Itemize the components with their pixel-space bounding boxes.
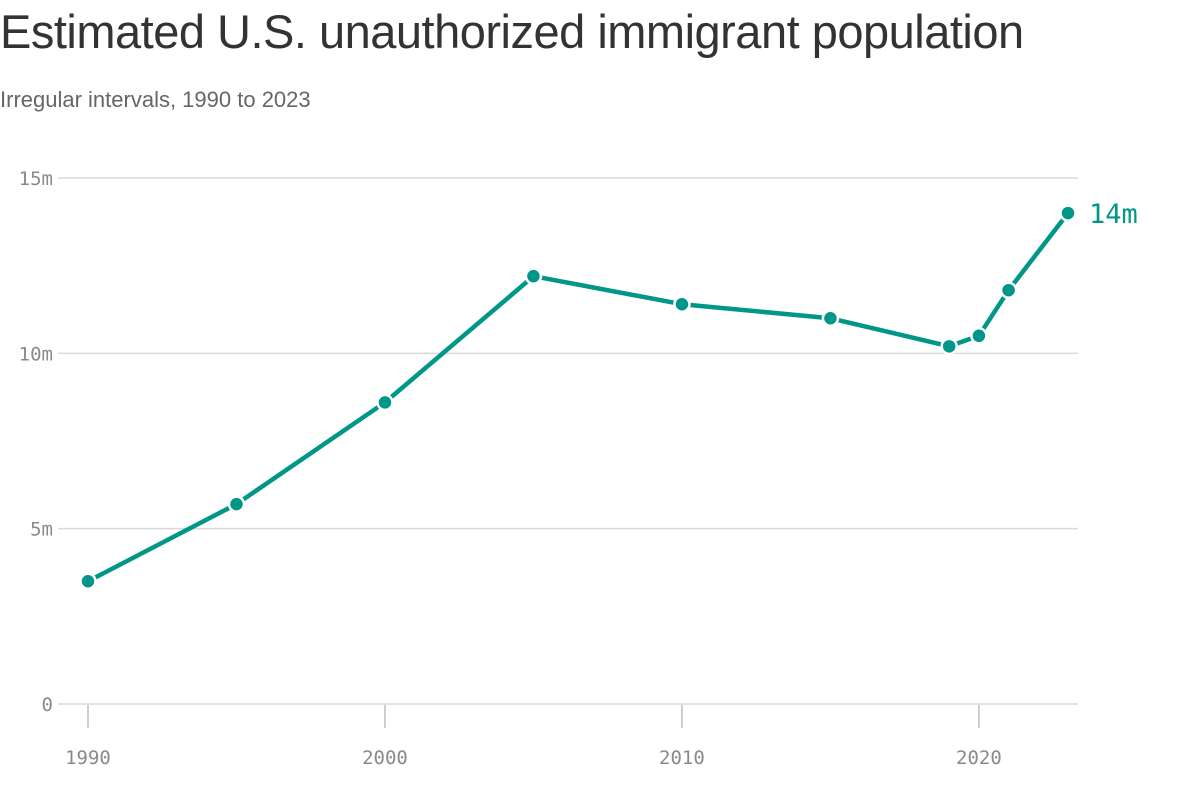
data-point [970, 327, 988, 345]
y-tick-label: 15m [19, 168, 53, 190]
chart-subtitle: Irregular intervals, 1990 to 2023 [0, 87, 311, 112]
axes: 0 5m 10m 15m 1990 2000 2010 2020 [19, 168, 1002, 769]
end-value-label: 14m [1089, 199, 1138, 230]
y-tick-label: 5m [30, 519, 53, 541]
chart-title: Estimated U.S. unauthorized immigrant po… [0, 5, 1024, 58]
data-point [1059, 204, 1077, 222]
data-point [524, 267, 543, 285]
series-layer [79, 204, 1077, 591]
annotation-layer: 14m [1089, 199, 1138, 230]
data-point [821, 309, 840, 328]
x-tick-label: 2020 [956, 747, 1002, 769]
x-tick-label: 1990 [65, 747, 111, 769]
data-point [940, 337, 958, 356]
x-tick-label: 2000 [362, 747, 408, 769]
series-line [85, 210, 1071, 584]
data-point [227, 495, 246, 513]
data-point [673, 295, 691, 313]
data-point [79, 572, 97, 591]
grid-lines [58, 177, 1078, 705]
data-point [376, 393, 394, 412]
data-point [999, 281, 1018, 299]
y-tick-label: 0 [42, 694, 53, 716]
x-tick-label: 2010 [659, 747, 705, 769]
y-tick-label: 10m [19, 343, 53, 365]
